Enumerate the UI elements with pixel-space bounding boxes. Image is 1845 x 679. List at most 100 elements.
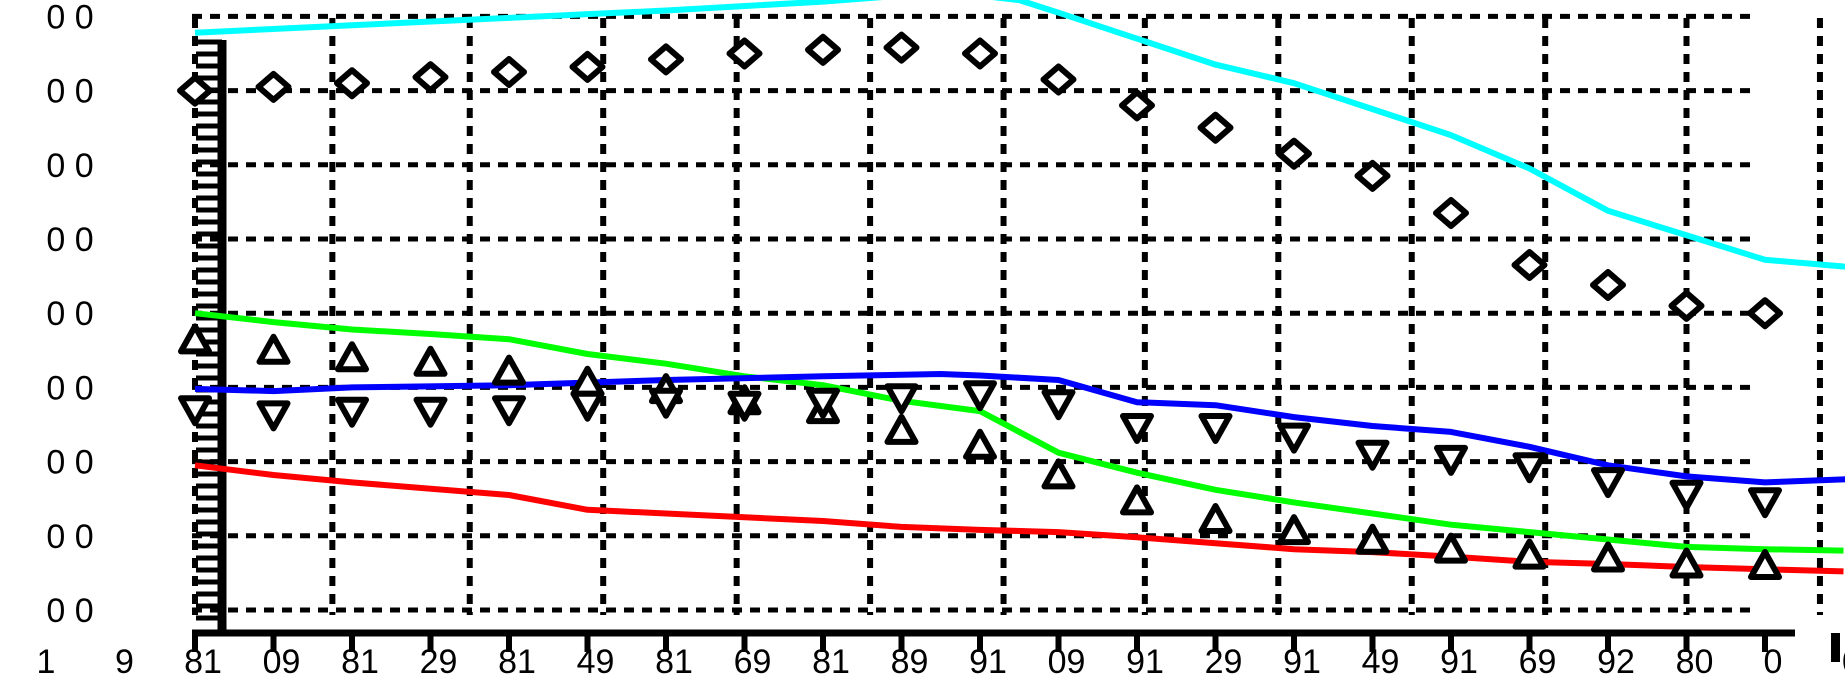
triangle-down-marker [1041,389,1076,421]
x-tick-label: 29 [1205,643,1243,679]
diamond-marker [1668,289,1705,322]
x-tick-label: 81 [812,643,850,679]
diamond-marker [726,37,763,70]
triangle-up-marker [413,345,448,377]
y-tick-label: 0 0 [46,147,93,185]
grid-lines [192,13,1823,615]
x-tick-label: 92 [1597,643,1635,679]
triangle-down-marker [256,400,291,432]
diamond-marker [883,31,920,64]
diamond-marker [569,50,606,83]
x-tick-label: 49 [1362,643,1400,679]
x-tick-labels: 1 9 81 09 81 29 81 49 81 69 81 89 91 09 91 29 91 49 91 69 92… [37,643,1845,679]
x-tick-label: 91 [969,643,1007,679]
diamond-marker [1119,89,1155,122]
triangle-down-marker [178,395,212,427]
triangle-up-marker [256,333,291,365]
x-tick-label: 80 [1676,643,1714,679]
triangle-down-marker [1355,439,1390,471]
triangle-down-marker [1512,452,1547,484]
triangle-up-marker [1512,538,1547,570]
diamond-marker [962,37,998,70]
y-tick-labels: 0 0 0 0 0 0 0 0 0 0 0 0 0 0 0 0 0 0 [46,0,93,630]
x-tick-label: 0 [1764,643,1783,679]
triangle-down-marker [963,380,997,412]
triangle-down-marker [492,395,526,427]
triangle-down-marker [413,396,448,428]
x-tick-label: 69 [1519,643,1557,679]
triangle-down-marker [335,396,369,428]
diamond-marker [1747,297,1783,330]
y-tick-label: 0 0 [46,0,93,36]
series-line-3 [194,462,1844,575]
triangle-up-marker [570,365,605,397]
diamond-marker [1590,269,1626,301]
triangle-up-marker [1355,523,1390,555]
x-tick-label: 09 [263,643,301,679]
diamond-marker [177,74,213,107]
triangle-up-marker [1120,484,1154,516]
x-tick-label: 81 [655,643,693,679]
triangle-down-marker [1277,422,1311,454]
triangle-up-marker [178,323,212,355]
triangle-down-marker [1669,479,1704,511]
diamond-marker [1511,249,1548,281]
diamond-marker [1197,111,1234,144]
x-tick-label: 81 [498,643,536,679]
x-tick-label: 91 [1283,643,1321,679]
x-tick-label: 0 [1842,643,1845,679]
triangle-down-marker [727,390,762,422]
triangle-up-marker [1434,532,1468,564]
triangle-up-marker [335,341,369,373]
x-tick-label: 9 [115,643,134,679]
triangle-up-marker [1748,549,1782,580]
y-tick-label: 0 0 [46,295,93,333]
diamond-marker [255,70,292,103]
diamond-marker [412,61,449,94]
x-tick-label: 69 [734,643,772,679]
diamond-marker [1354,159,1391,192]
x-tick-label: 09 [1048,643,1086,679]
series-line-0 [194,0,1845,270]
triangle-down-marker [649,387,683,419]
triangle-down-marker [1591,467,1625,499]
triangle-down-marker [570,390,605,422]
x-tick-label: 81 [184,643,222,679]
triangle-up-marker [492,354,526,386]
diamond-marker [805,33,841,66]
triangle-up-marker [1041,458,1076,490]
x-tick-label: 29 [420,643,458,679]
x-tick-label: 81 [341,643,379,679]
triangle-down-marker [1120,413,1154,444]
diamond-marker [491,56,527,88]
y-tick-label: 0 0 [46,221,93,259]
x-tick-label: 1 [37,643,56,679]
diamond-marker [1276,137,1312,170]
x-tick-label: 49 [577,643,615,679]
triangle-up-marker [1198,503,1233,534]
triangle-down-marker [806,387,840,419]
triangle-up-marker [884,413,919,445]
triangle-down-marker [884,383,919,415]
y-tick-label: 0 0 [46,444,93,482]
triangle-down-marker [1198,413,1233,444]
series-line-2 [194,371,1845,486]
diamond-marker [1040,63,1077,96]
x-tick-label: 89 [891,643,929,679]
triangle-down-marker [1434,444,1468,476]
data-series [177,0,1845,580]
y-tick-label: 0 0 [46,518,93,556]
y-tick-label: 0 0 [46,369,93,407]
diamond-marker [648,43,684,76]
y-tick-label: 0 0 [46,73,93,111]
axes [192,39,1840,662]
triangle-up-marker [1591,541,1625,573]
x-tick-label: 91 [1440,643,1478,679]
triangle-up-marker [963,428,997,460]
diamond-marker [1433,197,1469,229]
triangle-down-marker [1748,487,1782,519]
diamond-marker [334,67,370,100]
triangle-up-marker [1277,514,1311,546]
x-tick-label: 91 [1126,643,1164,679]
